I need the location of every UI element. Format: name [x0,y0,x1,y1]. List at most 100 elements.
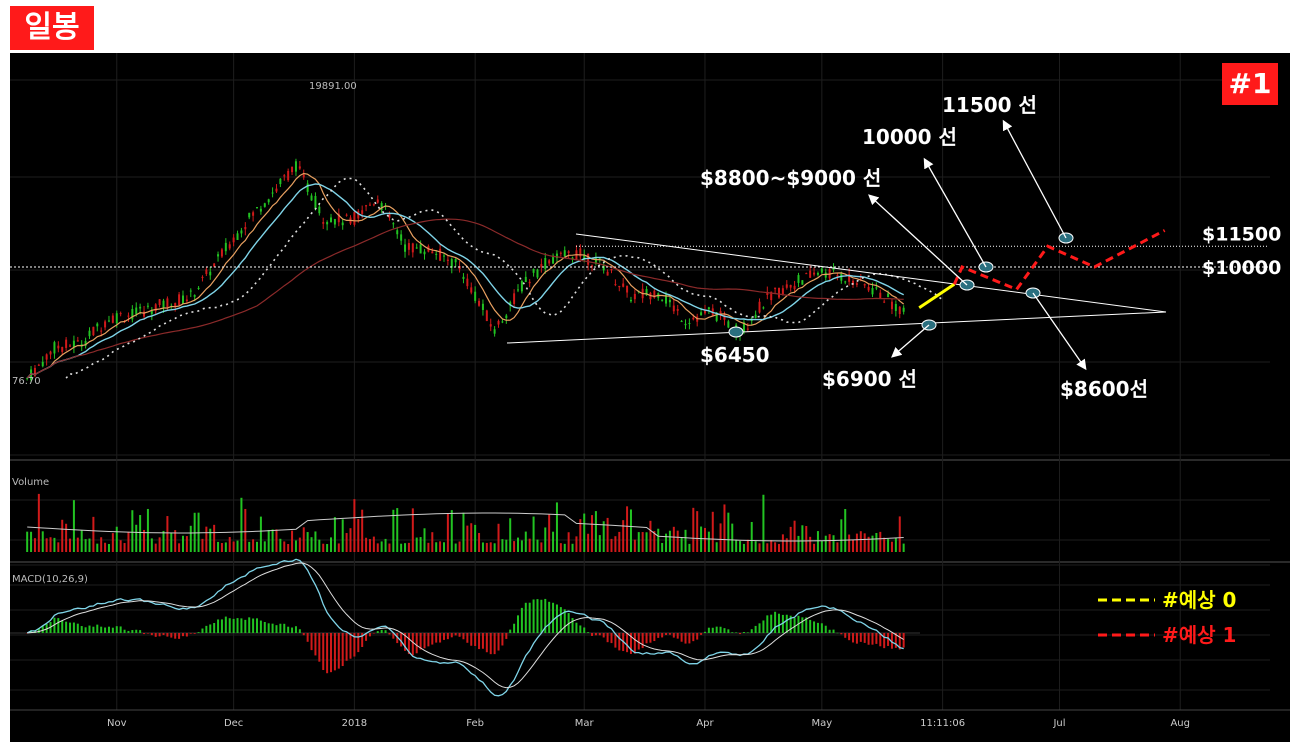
volume-bar [591,515,594,552]
macd-label: MACD(10,26,9) [12,574,88,585]
candle-body [809,270,812,278]
macd-histogram-bar [614,633,617,648]
candle-body [185,299,188,302]
x-tick-label: Mar [575,718,595,729]
x-tick-label: 2018 [342,718,367,729]
candle-body [797,275,800,283]
volume-bar [267,529,270,552]
candle-body [209,271,212,276]
macd-histogram-bar [902,633,905,648]
macd-histogram-bar [314,633,317,656]
candle-body [100,330,103,332]
volume-bar [801,525,804,552]
macd-histogram-bar [41,625,44,633]
candle-body [789,285,792,288]
annotation-arrow [891,324,930,358]
candle-body [341,222,344,226]
ma-shifted-dotted-line [65,177,943,379]
volume-bar [668,530,671,552]
high-price-label: 19891.00 [309,81,357,92]
candle-body [53,342,56,354]
macd-histogram-bar [65,621,68,633]
macd-histogram-bar [150,633,153,636]
candle-body [528,281,531,284]
candle-body [485,310,488,322]
candle-body [353,212,356,225]
volume-bar [820,540,823,552]
macd-histogram-bar [349,633,352,659]
macd-histogram-bar [287,626,290,633]
candle-body [57,345,60,349]
volume-bar [836,542,839,552]
macd-histogram-bar [700,633,703,635]
candle-body [248,212,251,218]
macd-histogram-bar [275,625,278,633]
volume-bar [789,526,792,552]
volume-bar [341,519,344,552]
candle-body [322,222,325,224]
candle-body [513,293,516,304]
macd-histogram-bar [610,633,613,644]
volume-bar [774,542,777,552]
volume-bar [240,497,243,552]
volume-bar [552,531,555,552]
candle-body [396,230,399,235]
candle-body [139,306,142,309]
candle-body [333,219,336,225]
candle-body [629,299,632,302]
macd-histogram-bar [450,633,453,638]
volume-bar [809,536,812,552]
macd-histogram-bar [778,613,780,633]
candle-body [563,250,566,257]
volume-bar [376,543,379,552]
macd-histogram-bar [509,629,512,633]
candle-body [820,268,823,273]
volume-bar [380,541,383,552]
candle-body [224,242,227,252]
volume-bar [844,509,847,552]
candle-body [478,300,481,306]
macd-histogram-bar [758,623,761,633]
candle-body [376,199,379,203]
candle-body [419,244,422,254]
volume-bar [252,539,255,552]
macd-histogram-bar [875,633,878,644]
macd-histogram-bar [357,633,360,653]
candle-body [458,265,461,270]
volume-bar [353,499,356,552]
candle-body [88,330,91,337]
volume-bar [746,539,749,552]
volume-bar [610,538,613,552]
macd-histogram-bar [898,633,901,650]
candle-body [72,340,75,348]
candle-body [178,294,181,305]
candle-body [813,272,816,275]
volume-bar [135,524,138,552]
macd-histogram-bar [431,633,434,645]
volume-bar [411,508,414,552]
candle-body [462,276,465,279]
macd-histogram-bar [497,633,500,651]
volume-bar [69,538,72,552]
candle-body [859,277,862,279]
volume-bar [618,531,621,552]
macd-histogram-bar [781,614,784,633]
candle-body [84,341,87,346]
candle-body [217,254,220,257]
candle-body [131,309,134,320]
volume-bar [365,537,368,552]
volume-bar [824,535,827,552]
macd-histogram-bar [353,633,356,657]
candle-body [283,175,286,177]
candle-body [894,304,897,311]
candle-body [174,302,177,308]
volume-bar [626,506,629,552]
volume-bar [415,537,418,552]
macd-histogram-bar [84,627,87,633]
macd-histogram-bar [579,625,582,633]
volume-bar [805,525,808,552]
candle-body [345,214,348,216]
annotation-arrow [1032,292,1087,371]
macd-histogram-bar [672,633,675,638]
